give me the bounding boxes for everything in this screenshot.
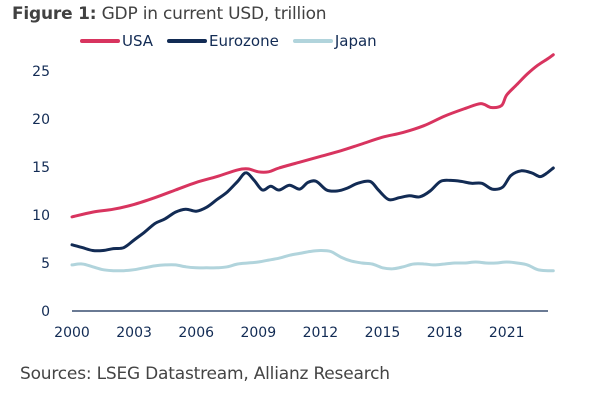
- legend-item-eurozone: Eurozone: [167, 32, 279, 50]
- legend-label: Japan: [334, 32, 377, 50]
- legend-label: Eurozone: [209, 32, 279, 50]
- y-tick-label: 25: [32, 64, 50, 80]
- legend-swatch: [167, 39, 208, 43]
- x-tick-label: 2009: [240, 325, 276, 341]
- y-tick-label: 15: [32, 160, 50, 176]
- y-tick-label: 20: [32, 112, 50, 128]
- legend-swatch: [292, 39, 333, 43]
- legend: USA Eurozone Japan: [80, 32, 391, 50]
- x-tick-label: 2000: [54, 325, 90, 341]
- legend-item-japan: Japan: [292, 32, 377, 50]
- series-line-usa: [70, 53, 555, 219]
- x-tick-label: 2021: [489, 325, 525, 341]
- figure-label: Figure 1:: [12, 4, 97, 24]
- legend-item-usa: USA: [80, 32, 153, 50]
- x-tick-label: 2006: [178, 325, 214, 341]
- legend-label: USA: [122, 32, 154, 50]
- source-note: Sources: LSEG Datastream, Allianz Resear…: [20, 364, 390, 384]
- x-tick-label: 2015: [365, 325, 401, 341]
- x-tick-label: 2012: [303, 325, 339, 341]
- legend-swatch: [80, 39, 120, 43]
- series-line-japan: [70, 248, 555, 273]
- y-tick-label: 0: [41, 304, 50, 320]
- series-line-eurozone: [70, 166, 555, 253]
- y-tick-label: 10: [32, 208, 50, 224]
- y-tick-label: 5: [41, 256, 50, 272]
- chart-title: Figure 1: GDP in current USD, trillion: [12, 4, 327, 24]
- x-tick-label: 2018: [427, 325, 463, 341]
- title-text: GDP in current USD, trillion: [96, 4, 327, 24]
- x-tick-label: 2003: [116, 325, 152, 341]
